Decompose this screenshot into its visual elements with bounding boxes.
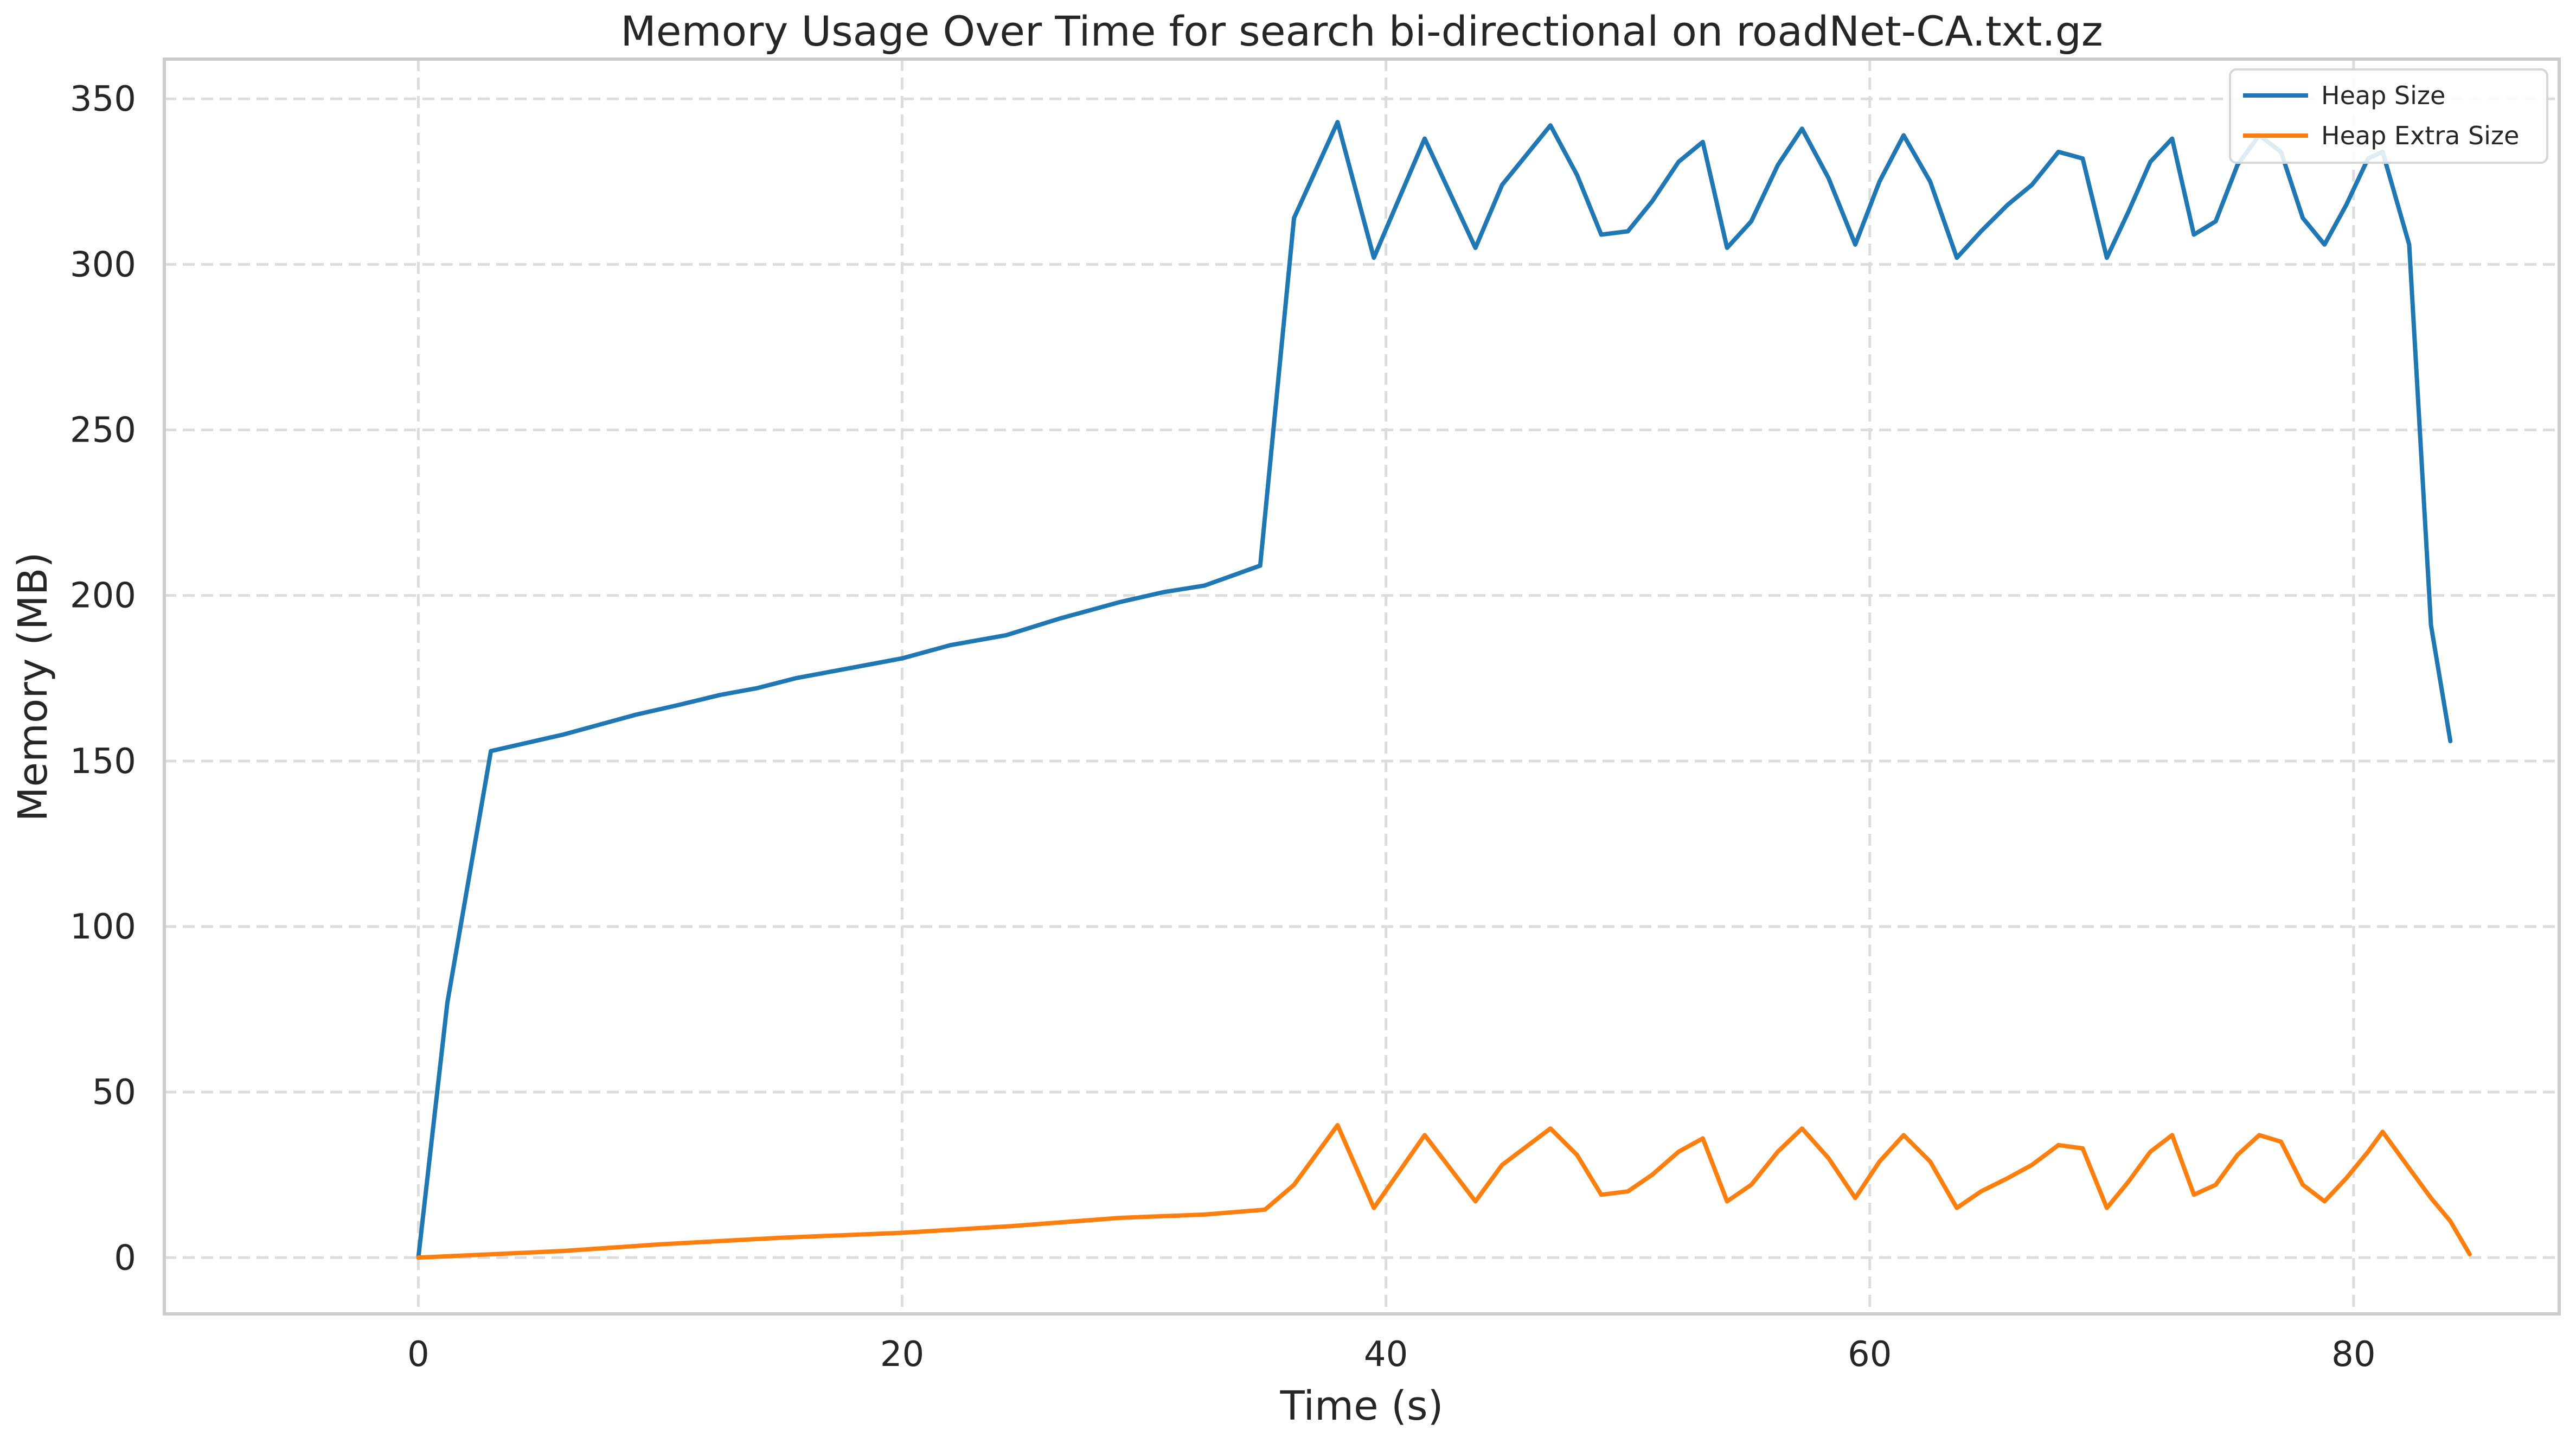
x-axis-label: Time (s) (1280, 1383, 1444, 1429)
series-line-heap-extra-size (416, 1123, 2472, 1260)
legend: Heap Size Heap Extra Size (2229, 68, 2548, 164)
y-tick-label: 350 (70, 79, 136, 119)
legend-box (2229, 68, 2548, 164)
y-tick-label: 300 (70, 245, 136, 285)
legend-label-heap-size: Heap Size (2321, 81, 2445, 110)
x-tick-label: 80 (2331, 1335, 2375, 1375)
chart-title: Memory Usage Over Time for search bi-dir… (620, 7, 2103, 55)
x-tick-label: 0 (407, 1335, 430, 1375)
legend-label-heap-extra-size: Heap Extra Size (2321, 121, 2519, 150)
grid-lines (164, 59, 2559, 1314)
x-tick-label: 60 (1848, 1335, 1892, 1375)
y-tick-label: 0 (114, 1238, 136, 1278)
series-line-heap-size (416, 120, 2453, 1260)
y-tick-label: 250 (70, 411, 136, 451)
plot-frame (163, 58, 2561, 1316)
y-tick-label: 150 (70, 742, 136, 782)
x-tick-label: 20 (880, 1335, 924, 1375)
tick-labels: 0 20 40 60 80 0 50 100 150 200 250 300 350 (70, 79, 2376, 1375)
y-axis-label: Memory (MB) (10, 552, 56, 822)
series-lines (416, 120, 2472, 1260)
y-tick-label: 200 (70, 576, 136, 616)
x-tick-label: 40 (1364, 1335, 1408, 1375)
y-tick-label: 50 (92, 1072, 136, 1113)
y-tick-label: 100 (70, 907, 136, 947)
